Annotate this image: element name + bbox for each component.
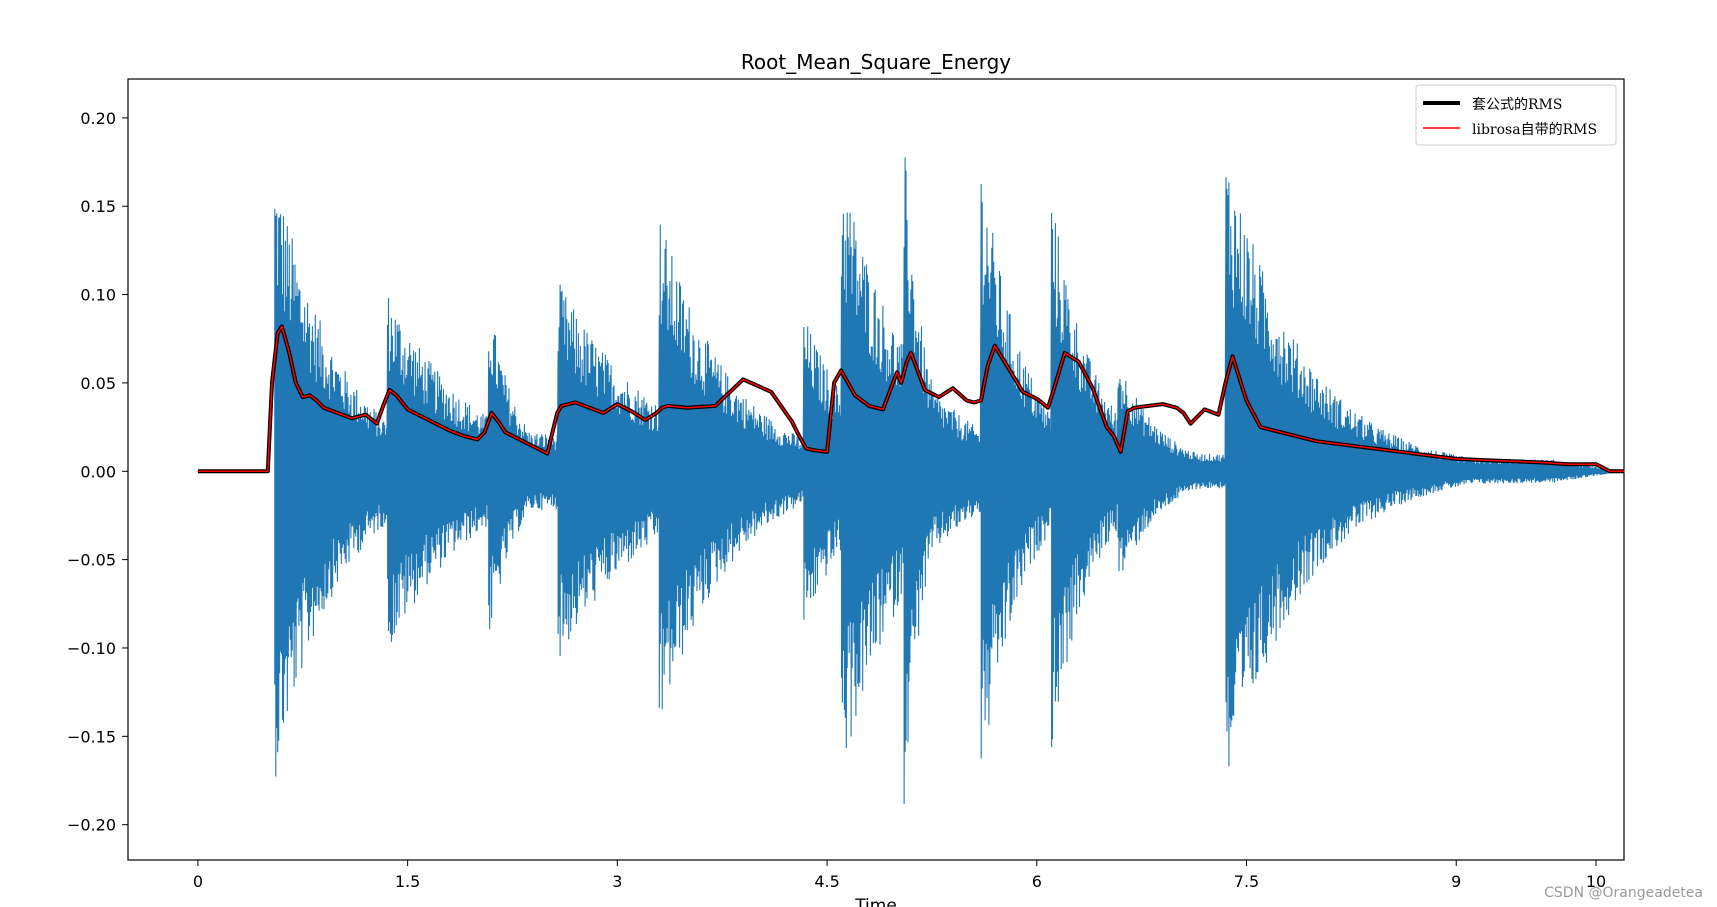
x-tick-label: 10: [1586, 872, 1606, 891]
x-tick-label: 7.5: [1234, 872, 1259, 891]
y-tick-label: 0.05: [80, 374, 116, 393]
legend-box: [1415, 84, 1617, 146]
plot-area: 0 1.5 3 4.5 6 7.5 9 10 0.20 0.15 0.10 0.05 0.00 −0.05…: [67, 78, 1625, 891]
x-tick-label: 1.5: [395, 872, 420, 891]
x-tick-label: 0: [193, 872, 203, 891]
x-tick-label: 9: [1451, 872, 1461, 891]
y-tick-label: −0.05: [67, 551, 116, 570]
y-tick-label: 0.15: [80, 197, 116, 216]
x-tick-label: 3: [612, 872, 622, 891]
x-tick-label: 6: [1032, 872, 1042, 891]
watermark: CSDN @Orangeadetea: [1544, 885, 1703, 901]
legend-label-formula-rms: 套公式的RMS: [1472, 97, 1562, 113]
x-tick-label: 4.5: [814, 872, 839, 891]
x-axis-label: Time: [854, 896, 897, 907]
legend-label-librosa-rms: librosa自带的RMS: [1472, 122, 1597, 138]
y-tick-label: −0.15: [67, 727, 116, 746]
legend: 套公式的RMS librosa自带的RMS: [1415, 84, 1617, 146]
series-librosa-rms: [197, 325, 1624, 473]
y-tick-label: 0.10: [80, 286, 116, 305]
chart-title: Root_Mean_Square_Energy: [741, 50, 1011, 74]
y-tick-label: 0.20: [80, 109, 116, 128]
y-tick-label: 0.00: [80, 462, 116, 481]
y-tick-label: −0.10: [67, 639, 116, 658]
y-tick-label: −0.20: [67, 816, 116, 835]
audio-waveform: [274, 157, 1625, 805]
